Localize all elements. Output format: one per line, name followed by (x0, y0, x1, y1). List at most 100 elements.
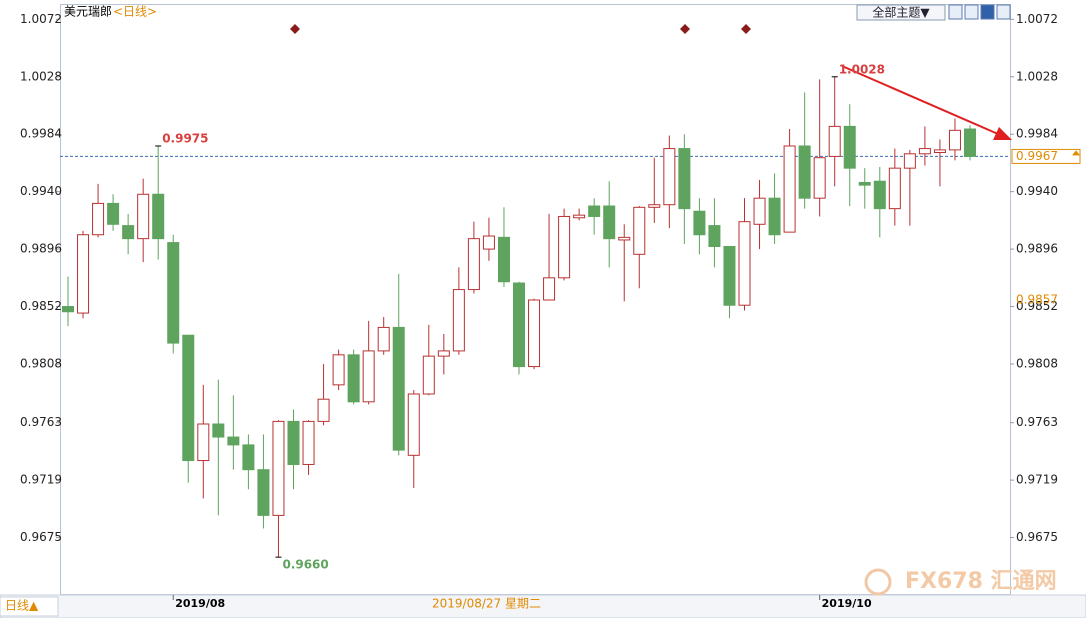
y2-tick-label: 0.9984 (1016, 127, 1058, 141)
candle-body (347, 354, 360, 403)
candle-body (257, 469, 270, 516)
y-tick-label: 0.9940 (20, 184, 62, 198)
candle-body (62, 306, 74, 313)
watermark: FX678 汇通网 (905, 569, 1057, 594)
y2-tick-label: 1.0072 (1016, 12, 1058, 26)
event-marker[interactable] (741, 24, 751, 34)
tool-button[interactable] (964, 4, 979, 20)
candle-body (377, 326, 390, 352)
candle-body (903, 153, 916, 169)
candle-body (107, 202, 120, 225)
candle-body (77, 234, 90, 314)
candle-body (392, 326, 405, 451)
y-tick-label: 0.9896 (20, 242, 62, 256)
period-button[interactable] (0, 596, 59, 617)
x-tick-label: 2019/08 (175, 597, 225, 610)
candle-body (753, 197, 766, 225)
candle-body (678, 148, 691, 210)
y-tick-label: 0.9852 (20, 299, 62, 313)
x-axis-bar (0, 594, 1086, 618)
candle-body (362, 350, 375, 403)
candle-body (738, 221, 751, 306)
tool-button[interactable] (948, 4, 963, 20)
candle-body (708, 225, 721, 247)
candle-body (603, 205, 616, 240)
event-marker[interactable] (680, 24, 690, 34)
candle-body (558, 215, 571, 279)
toolbar (948, 4, 1011, 20)
x-tick-label: 2019/10 (822, 597, 872, 610)
candle-body (783, 145, 796, 233)
candle-body (137, 193, 150, 240)
reference-price-label: 0.9857 (1016, 293, 1058, 307)
plot-frame (60, 4, 1011, 595)
candle-body (663, 148, 676, 206)
candle-body (227, 436, 240, 446)
y-tick-label: 0.9675 (20, 530, 62, 544)
candle-body (422, 355, 435, 395)
event-markers (290, 24, 751, 34)
crosshair-date: 2019/08/27 星期二 (432, 597, 541, 611)
candle-body (242, 444, 255, 471)
candle-body (573, 214, 586, 219)
candle-body (167, 242, 180, 344)
chart-title: 美元瑞郎 (64, 5, 112, 19)
candle-body (467, 238, 480, 291)
candle-body (407, 393, 420, 456)
candle-body (933, 149, 946, 153)
candle-body (497, 236, 510, 283)
candle-body (332, 354, 345, 386)
candle-body (768, 197, 781, 236)
candle-body (302, 420, 315, 465)
watermark-logo (864, 568, 892, 596)
candle-body (482, 235, 495, 250)
y2-tick-label: 0.9675 (1016, 530, 1058, 544)
candle-body (437, 350, 450, 357)
extreme-label: 0.9975 (162, 131, 208, 145)
tool-button[interactable] (996, 4, 1011, 20)
y2-tick-label: 1.0028 (1016, 69, 1058, 83)
event-marker[interactable] (290, 24, 300, 34)
period-button-label[interactable]: 日线▲ (5, 599, 39, 613)
candle-body (212, 423, 225, 438)
extreme-label: 0.9660 (282, 558, 328, 572)
candle-body (452, 289, 465, 352)
candle-body (287, 420, 300, 465)
candle-body (858, 182, 871, 186)
candle-body (633, 206, 646, 255)
candle-body (723, 245, 736, 306)
arrow-head (993, 127, 1012, 140)
theme-button[interactable] (856, 4, 946, 21)
candle-body (693, 210, 706, 236)
candle-body (152, 193, 165, 240)
candle-body (182, 334, 195, 462)
candle-body (964, 128, 976, 157)
y-tick-label: 0.9984 (20, 127, 62, 141)
candle-body (618, 236, 631, 241)
y-tick-label: 1.0072 (20, 12, 62, 26)
last-price-marker (1072, 150, 1080, 156)
y2-tick-label: 0.9896 (1016, 242, 1058, 256)
candle-body (197, 423, 210, 462)
y2-tick-label: 0.9808 (1016, 356, 1058, 370)
arrow-line (841, 65, 999, 135)
candle-body (317, 398, 330, 422)
theme-button-label[interactable]: 全部主题▼ (872, 5, 930, 20)
extreme-label: 1.0028 (839, 62, 885, 76)
candle-body (528, 299, 541, 368)
candle-body (92, 202, 105, 236)
trend-arrow (841, 65, 1012, 140)
y-tick-label: 1.0028 (20, 69, 62, 83)
candle-body (813, 157, 826, 199)
candle-body (588, 205, 601, 217)
y-tick-label: 0.9808 (20, 356, 62, 370)
tool-button[interactable] (980, 4, 995, 20)
y2-tick-label: 0.9852 (1016, 299, 1058, 313)
y2-tick-label: 0.9940 (1016, 184, 1058, 198)
y2-tick-label: 0.9763 (1016, 415, 1058, 429)
y-tick-label: 0.9719 (20, 473, 62, 487)
last-price-box (1011, 148, 1081, 164)
candle-body (513, 282, 525, 368)
candle-body (543, 277, 556, 301)
